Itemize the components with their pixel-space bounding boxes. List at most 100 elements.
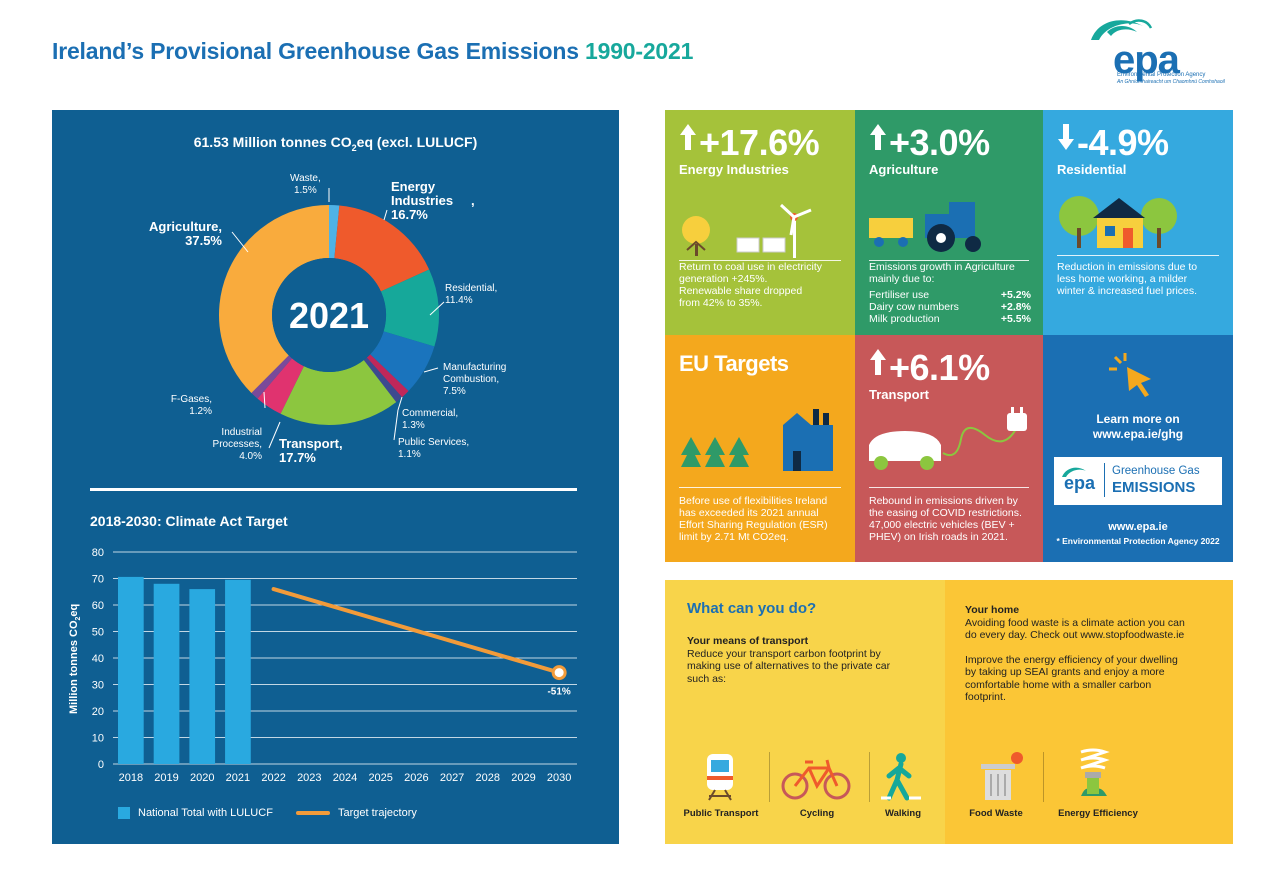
leader-line-6 bbox=[268, 421, 281, 449]
residential-desc-line-3: winter & increased fuel prices. bbox=[1057, 285, 1198, 297]
section-divider bbox=[90, 488, 577, 491]
y-tick-label: 30 bbox=[92, 680, 104, 692]
transport-desc-line-2: the easing of COVID restrictions. bbox=[869, 507, 1022, 519]
leader-line-1 bbox=[383, 209, 388, 221]
y-axis-label-sub: 2 bbox=[75, 616, 83, 621]
logo-subtitle-irish: An Ghníomhaireacht um Chaomhnú Comhshaoi… bbox=[1117, 79, 1225, 85]
icon-divider bbox=[769, 752, 770, 802]
leader-line-2 bbox=[429, 301, 445, 316]
home-advice-line: comfortable home with a smaller carbon bbox=[965, 678, 1152, 691]
transport-advice-line: Reduce your transport carbon footprint b… bbox=[687, 647, 881, 660]
eu-desc: Before use of flexibilities Ireland has … bbox=[679, 495, 843, 543]
tile-residential: -4.9% Residential Reduction in emissions… bbox=[1043, 110, 1233, 335]
title-main: Ireland’s Provisional Greenhouse Gas Emi… bbox=[52, 38, 579, 64]
label-commercial: Commercial, 1.3% bbox=[402, 408, 459, 431]
x-tick-label: 2024 bbox=[333, 772, 357, 784]
donut-slice-4 bbox=[366, 354, 409, 398]
x-tick-label: 2022 bbox=[261, 772, 285, 784]
copyright: * Environmental Protection Agency 2022 bbox=[1056, 536, 1220, 546]
legend-bar-label: National Total with LULUCF bbox=[138, 807, 273, 819]
legend-line-swatch bbox=[296, 811, 330, 816]
residential-pct-value: -4.9% bbox=[1077, 122, 1169, 163]
agriculture-row-value: +5.5% bbox=[1000, 313, 1031, 325]
y-axis-label-pre: Million tonnes CO bbox=[68, 620, 80, 715]
icon-divider bbox=[869, 752, 870, 802]
label-fgases: F-Gases, 1.2% bbox=[170, 394, 212, 417]
home-advice-line: Improve the energy efficiency of your dw… bbox=[965, 653, 1178, 666]
donut-title: 61.53 Million tonnes CO2eq (excl. LULUCF… bbox=[52, 134, 619, 153]
agriculture-name: Agriculture bbox=[869, 162, 939, 177]
agriculture-row-value: +5.2% bbox=[1000, 289, 1031, 301]
house-icon bbox=[1059, 196, 1177, 248]
energy-pct: +17.6% bbox=[679, 122, 820, 164]
donut-slice-2 bbox=[380, 269, 439, 347]
energy-name: Energy Industries bbox=[679, 162, 789, 177]
label-residential-value: 11.4% bbox=[445, 295, 473, 306]
donut-slice-7 bbox=[257, 358, 304, 414]
train-icon bbox=[707, 754, 733, 801]
label-public-services-value: 1.1% bbox=[398, 449, 421, 460]
y-tick-label: 80 bbox=[92, 547, 104, 559]
arrow-up-icon bbox=[870, 124, 886, 150]
agriculture-desc: Emissions growth in Agriculture mainly d… bbox=[869, 261, 1031, 325]
x-tick-label: 2019 bbox=[154, 772, 178, 784]
badge-word: epa bbox=[1064, 473, 1096, 493]
y-tick-label: 20 bbox=[92, 706, 104, 718]
tile-eu-targets: EU Targets Before use of flexibilities I… bbox=[665, 335, 855, 562]
bar-2019 bbox=[153, 583, 180, 764]
transport-desc-line-3: 47,000 electric vehicles (BEV + bbox=[869, 519, 1015, 531]
y-tick-label: 40 bbox=[92, 653, 104, 665]
x-tick-label: 2018 bbox=[119, 772, 143, 784]
label-food-waste: Food Waste bbox=[969, 808, 1023, 819]
home-advice-line: Avoiding food waste is a climate action … bbox=[965, 616, 1185, 629]
residential-pct: -4.9% bbox=[1057, 122, 1169, 164]
transport-pct: +6.1% bbox=[869, 347, 990, 389]
label-industrial-name: Industrial Processes bbox=[212, 427, 262, 450]
energy-desc-line-3: Renewable share dropped bbox=[679, 285, 803, 297]
home-advice-heading: Your home bbox=[965, 604, 1020, 616]
home-advice-line: by taking up SEAI grants and enjoy a mor… bbox=[965, 666, 1165, 678]
ghg-badge[interactable]: epa Greenhouse Gas EMISSIONS bbox=[1054, 457, 1222, 505]
label-public-services-name: Public Services bbox=[398, 437, 467, 448]
label-transport-value: 17.7% bbox=[279, 450, 316, 465]
transport-advice-line: making use of alternatives to the privat… bbox=[687, 660, 891, 672]
badge-divider bbox=[1104, 463, 1105, 497]
label-energy-value: 16.7% bbox=[391, 207, 428, 222]
epa-url[interactable]: www.epa.ie bbox=[1108, 521, 1168, 533]
leader-line-3 bbox=[423, 367, 439, 373]
y-tick-label: 0 bbox=[98, 759, 104, 771]
y-axis-label-wrap: Million tonnes CO2eq bbox=[68, 604, 82, 728]
learn-more-line: Learn more on bbox=[1096, 412, 1180, 426]
epa-logo[interactable]: epa Environmental Protection Agency An G… bbox=[1085, 10, 1235, 90]
agriculture-row: Fertiliser use +5.2% bbox=[869, 289, 1031, 301]
x-tick-label: 2020 bbox=[190, 772, 214, 784]
label-transport-name: Transport bbox=[279, 436, 339, 451]
title-years: 1990-2021 bbox=[585, 38, 694, 64]
label-manufacturing-value: 7.5% bbox=[443, 386, 466, 397]
label-waste-value: 1.5% bbox=[293, 185, 317, 196]
eu-desc-line-3: Effort Sharing Regulation (ESR) bbox=[679, 519, 828, 531]
label-waste: Waste, 1.5% bbox=[290, 173, 321, 196]
donut-center-label: 2021 bbox=[289, 295, 369, 336]
label-fgases-value: 1.2% bbox=[189, 406, 212, 417]
label-industrial: Industrial Processes, 4.0% bbox=[212, 427, 262, 462]
logo-subtitle: Environmental Protection Agency bbox=[1117, 72, 1206, 78]
x-tick-label: 2028 bbox=[476, 772, 500, 784]
target-annotation: -51% bbox=[547, 687, 570, 698]
donut-slice-0 bbox=[329, 205, 340, 259]
y-tick-label: 70 bbox=[92, 574, 104, 586]
donut-slice-9 bbox=[218, 205, 329, 393]
residential-desc-line-2: less home working, a milder bbox=[1057, 273, 1188, 285]
leader-line-4 bbox=[397, 396, 403, 411]
learn-more-text: Learn more on www.epa.ie/ghg bbox=[1043, 412, 1233, 442]
label-walking: Walking bbox=[884, 808, 922, 819]
donut-title-sub: 2 bbox=[351, 142, 357, 153]
residential-desc-line-1: Reduction in emissions due to bbox=[1057, 261, 1198, 273]
legend-line: Target trajectory bbox=[296, 807, 417, 819]
y-axis-label: Million tonnes CO2eq bbox=[68, 604, 82, 714]
legend-bar-swatch bbox=[118, 807, 130, 820]
energy-bulb-icon bbox=[1080, 748, 1110, 796]
learn-more-link[interactable]: www.epa.ie/ghg bbox=[1092, 427, 1184, 441]
leader-line-7 bbox=[263, 391, 266, 409]
label-residential: Residential, 11.4% bbox=[445, 283, 498, 306]
